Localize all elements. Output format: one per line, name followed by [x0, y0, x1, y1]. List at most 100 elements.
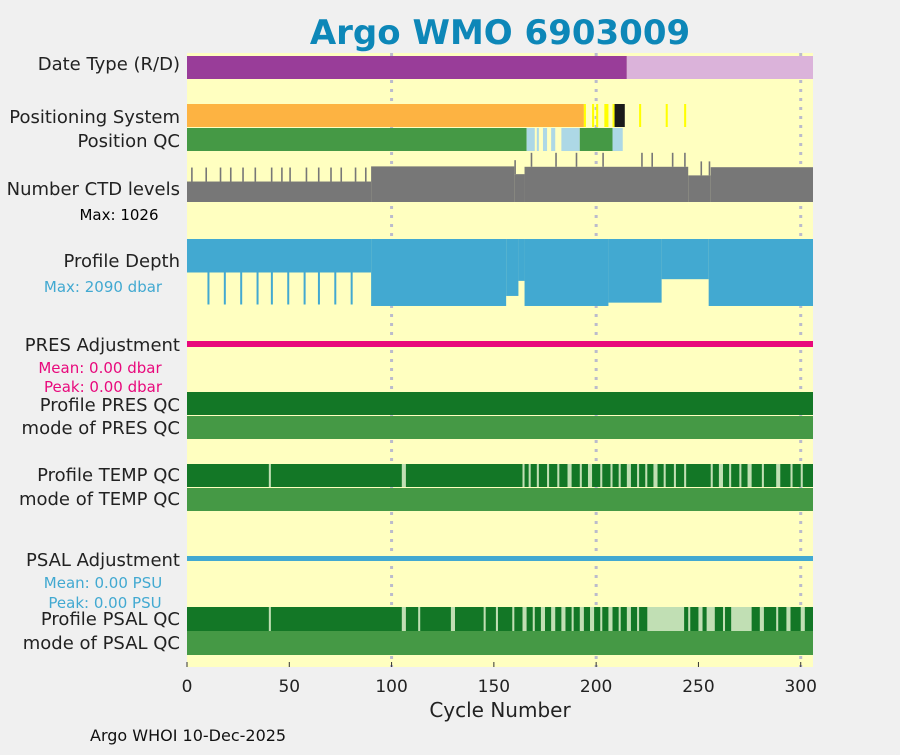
qc-segment [688, 607, 691, 631]
qc-segment [401, 607, 406, 631]
footer-credit: Argo WHOI 10-Dec-2025 [90, 726, 286, 745]
x-axis-label: Cycle Number [429, 698, 571, 722]
qc-segment [645, 464, 648, 487]
qc-segment [618, 607, 621, 631]
qc-segment [522, 607, 527, 631]
qc-segment [800, 607, 805, 631]
x-tick-label: 50 [278, 677, 300, 697]
qc-segment [731, 607, 752, 631]
qc-segment [600, 607, 603, 631]
profile-bar [661, 239, 709, 280]
qc-segment [637, 464, 640, 487]
qc-segment [532, 607, 535, 631]
profile-bar [688, 175, 711, 202]
spike [229, 167, 232, 182]
spike [317, 272, 320, 305]
qc-segment [526, 128, 535, 151]
x-tick-label: 250 [682, 677, 714, 697]
row-label: Profile TEMP QC [37, 465, 180, 486]
adjustment-line [187, 341, 813, 347]
qc-segment [596, 104, 599, 127]
qc-segment [450, 607, 455, 631]
qc-segment [626, 56, 813, 79]
spike [330, 167, 332, 182]
row-label: mode of PSAL QC [23, 633, 180, 654]
row-stat: Max: 2090 dbar [44, 278, 163, 296]
spike [240, 272, 243, 305]
qc-segment [187, 128, 527, 151]
row-stat: Mean: 0.00 dbar [38, 359, 162, 377]
x-tick-label: 150 [478, 677, 510, 697]
row-label: Profile Depth [63, 251, 180, 272]
qc-segment [739, 464, 742, 487]
row-stat: Mean: 0.00 PSU [44, 574, 162, 592]
spike [287, 272, 290, 305]
data-rows [187, 56, 813, 655]
row-labels: Date Type (R/D) Positioning System Positio… [7, 54, 180, 654]
qc-segment [483, 607, 486, 631]
spike [317, 167, 320, 182]
qc-segment [540, 607, 546, 631]
qc-segment [663, 464, 666, 487]
grid-lines [390, 53, 803, 667]
qc-segment [583, 104, 586, 127]
qc-segment [759, 607, 764, 631]
qc-segment [612, 104, 615, 127]
qc-segment [187, 631, 813, 655]
spike [191, 167, 193, 182]
qc-segment [268, 464, 271, 487]
qc-segment [495, 607, 498, 631]
spike [254, 167, 257, 182]
qc-segment [579, 464, 582, 487]
qc-segment [673, 464, 676, 487]
qc-segment [790, 464, 793, 487]
spike [205, 167, 208, 182]
spike [219, 167, 222, 182]
qc-segment [618, 464, 621, 487]
qc-segment [665, 104, 668, 127]
row-label: PRES Adjustment [25, 335, 180, 356]
spike [364, 167, 367, 182]
qc-segment [722, 607, 726, 631]
qc-segment [561, 128, 580, 151]
profile-bar [524, 239, 609, 306]
qc-segment [590, 607, 595, 631]
qc-segment [600, 464, 603, 487]
qc-segment [528, 464, 531, 487]
profile-bar [187, 239, 372, 273]
qc-segment [612, 128, 623, 151]
profile-bar [608, 239, 662, 303]
qc-segment [706, 607, 715, 631]
profile-bar [710, 167, 813, 202]
row-label: Number CTD levels [7, 179, 180, 200]
profile-bar [371, 239, 507, 306]
spike [303, 272, 306, 305]
qc-segment [542, 128, 548, 151]
adjustment-line [187, 556, 813, 561]
spike [641, 152, 643, 167]
row-label: Date Type (R/D) [38, 54, 180, 75]
row-stat: Peak: 0.00 PSU [48, 594, 161, 612]
row-stat: Max: 1026 [79, 206, 158, 224]
qc-segment [187, 416, 813, 439]
qc-segment [614, 104, 625, 127]
qc-segment [557, 464, 560, 487]
spike [602, 152, 604, 167]
spike [530, 152, 533, 167]
profile-bar [514, 174, 525, 202]
spike [223, 272, 226, 305]
x-tick-label: 100 [375, 677, 407, 697]
qc-segment [187, 488, 813, 511]
qc-segment [639, 104, 642, 127]
qc-segment [626, 607, 631, 631]
qc-segment [637, 607, 640, 631]
profile-bar [708, 239, 813, 306]
x-tick-label: 0 [182, 677, 193, 697]
x-tick-label: 200 [580, 677, 612, 697]
profile-bar [524, 166, 689, 202]
qc-segment [547, 464, 550, 487]
x-axis: 0 50 100 150 200 250 300 [182, 662, 817, 697]
profile-bar [371, 166, 515, 202]
qc-segment [536, 464, 539, 487]
